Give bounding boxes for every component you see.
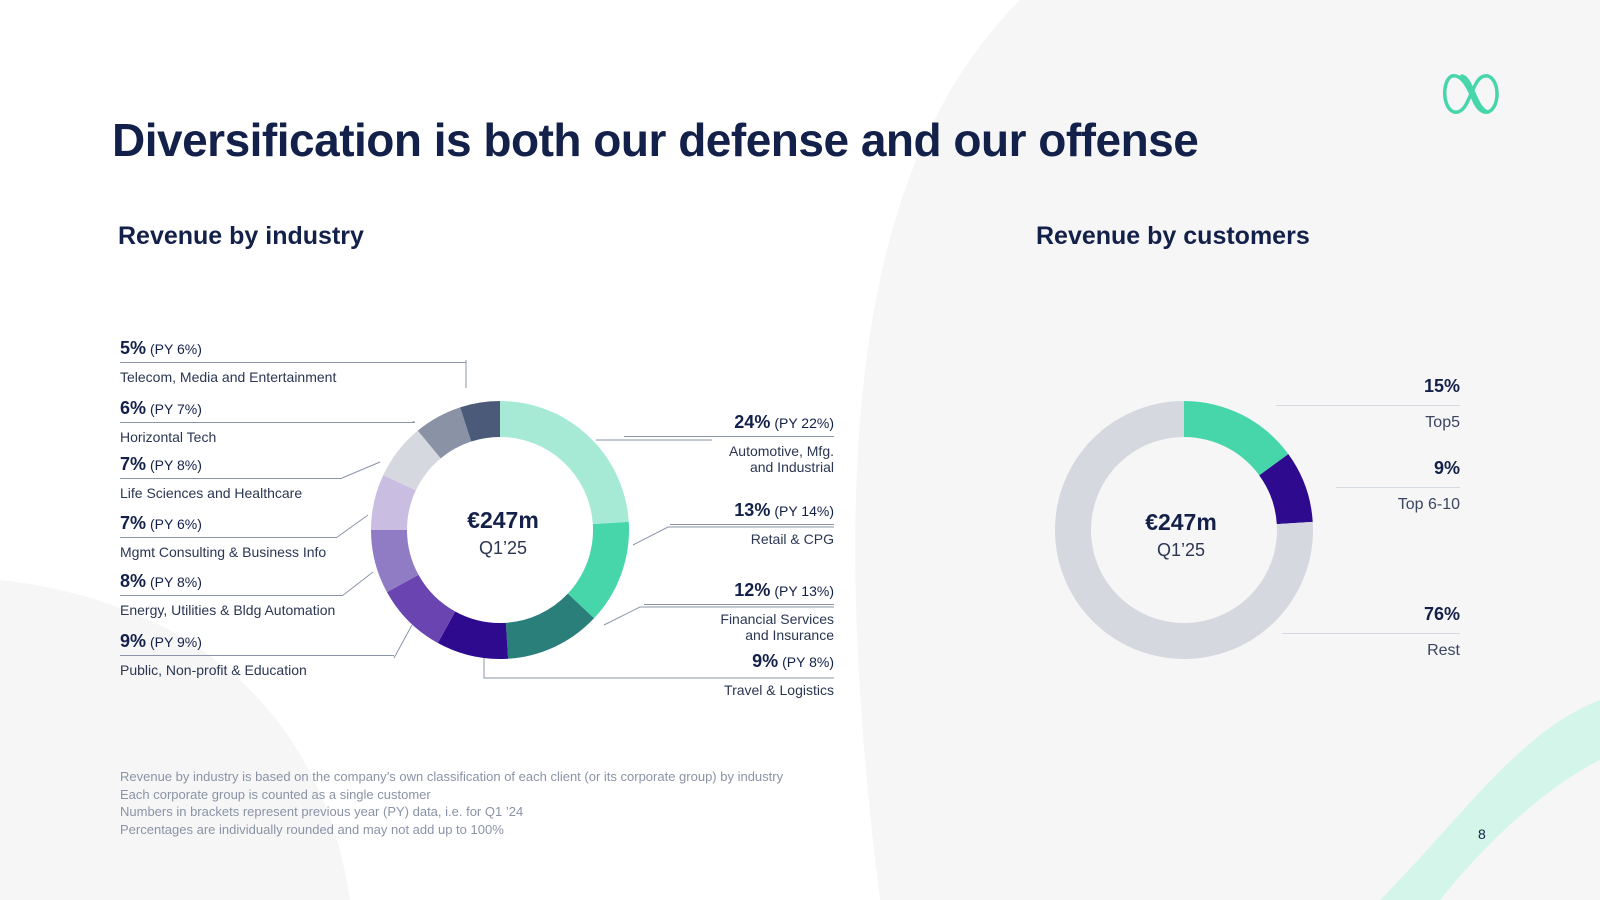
financial-name: Financial Services and Insurance: [720, 611, 834, 643]
retail-pct: 13%: [734, 500, 771, 520]
financial-pct: 12%: [734, 580, 771, 600]
industry-slice-2: [505, 593, 595, 659]
industry-slice-1: [567, 521, 629, 619]
public-pct: 9%: [120, 631, 147, 651]
industry-slice-4: [386, 574, 456, 644]
rest-name: Rest: [1427, 642, 1460, 659]
life-pct: 7%: [120, 454, 147, 474]
retail-py: (PY 14%): [774, 503, 834, 519]
automotive-name: Automotive, Mfg. and Industrial: [728, 443, 834, 475]
industry-center-label: Q1’25: [478, 538, 528, 558]
energy-py: (PY 8%): [150, 574, 202, 590]
label-travel: 9% (PY 8%) Travel & Logistics: [644, 651, 834, 698]
automotive-pct: 24%: [734, 412, 771, 432]
customers-slice-0: [1184, 401, 1289, 476]
mgmt-pct: 7%: [120, 513, 147, 533]
mgmt-name: Mgmt Consulting & Business Info: [120, 544, 327, 560]
label-retail: 13% (PY 14%) Retail & CPG: [670, 500, 834, 547]
automotive-py: (PY 22%): [774, 415, 834, 431]
label-top5: 15% Top5: [1276, 376, 1460, 432]
industry-slice-3: [437, 611, 509, 659]
horizontal-name: Horizontal Tech: [120, 429, 217, 445]
footnote-4: Percentages are individually rounded and…: [120, 821, 504, 837]
industry-center-value: €247m: [467, 507, 539, 533]
label-top6-10: 9% Top 6-10: [1336, 458, 1460, 514]
leader-line-life: [341, 461, 381, 479]
retail-name: Retail & CPG: [750, 531, 834, 547]
leader-line-energy: [341, 571, 374, 597]
financial-py: (PY 13%): [774, 583, 834, 599]
label-telecom: 5% (PY 6%) Telecom, Media and Entertainme…: [120, 338, 466, 385]
life-name: Life Sciences and Healthcare: [120, 485, 303, 501]
top6-10-pct: 9%: [1433, 458, 1460, 478]
top5-pct: 15%: [1423, 376, 1460, 396]
telecom-pct: 5%: [120, 338, 147, 358]
horizontal-pct: 6%: [120, 398, 147, 418]
footnote-3: Numbers in brackets represent previous y…: [120, 804, 524, 819]
mgmt-py: (PY 6%): [150, 516, 202, 532]
public-name: Public, Non-profit & Education: [120, 662, 307, 678]
horizontal-py: (PY 7%): [150, 401, 202, 417]
label-life: 7% (PY 8%) Life Sciences and Healthcare: [120, 454, 342, 501]
footnote-2: Each corporate group is counted as a sin…: [120, 786, 431, 802]
travel-pct: 9%: [752, 651, 779, 671]
telecom-py: (PY 6%): [150, 341, 202, 357]
label-horizontal: 6% (PY 7%) Horizontal Tech: [120, 398, 415, 445]
label-rest: 76% Rest: [1282, 604, 1460, 660]
label-financial: 12% (PY 13%) Financial Services and Insur…: [644, 580, 834, 643]
industry-slice-5: [371, 530, 419, 593]
industry-slice-0: [500, 401, 629, 525]
life-py: (PY 8%): [150, 457, 202, 473]
brand-logo-icon: [1443, 74, 1499, 114]
leader-line-mgmt: [335, 514, 369, 539]
footnotes: Revenue by industry is based on the comp…: [120, 768, 783, 838]
label-automotive: 24% (PY 22%) Automotive, Mfg. and Industr…: [624, 412, 834, 475]
telecom-name: Telecom, Media and Entertainment: [120, 369, 337, 385]
rest-pct: 76%: [1423, 604, 1460, 624]
energy-name: Energy, Utilities & Bldg Automation: [120, 602, 336, 618]
industry-slice-8: [417, 407, 472, 459]
industry-slice-9: [460, 401, 500, 442]
industry-slice-6: [371, 475, 416, 530]
customers-center: €247m Q1’25: [1111, 509, 1251, 561]
label-energy: 8% (PY 8%) Energy, Utilities & Bldg Autom…: [120, 571, 342, 618]
travel-py: (PY 8%): [782, 654, 834, 670]
top6-10-name: Top 6-10: [1397, 496, 1460, 513]
travel-name: Travel & Logistics: [724, 682, 834, 698]
leader-line-public: [393, 624, 413, 659]
industry-center: €247m Q1’25: [433, 507, 573, 559]
energy-pct: 8%: [120, 571, 147, 591]
page-title: Diversification is both our defense and …: [112, 113, 1199, 166]
customers-chart-title: Revenue by customers: [1036, 222, 1310, 250]
customers-slice-1: [1259, 454, 1313, 525]
footnote-1: Revenue by industry is based on the comp…: [120, 769, 784, 784]
page-number: 8: [1478, 826, 1486, 842]
label-mgmt: 7% (PY 6%) Mgmt Consulting & Business Inf…: [120, 513, 336, 560]
label-public: 9% (PY 9%) Public, Non-profit & Education: [120, 631, 394, 678]
industry-chart-title: Revenue by industry: [118, 222, 364, 250]
customers-center-value: €247m: [1145, 509, 1217, 535]
top5-name: Top5: [1425, 414, 1460, 431]
customers-center-label: Q1’25: [1156, 540, 1206, 560]
public-py: (PY 9%): [150, 634, 202, 650]
